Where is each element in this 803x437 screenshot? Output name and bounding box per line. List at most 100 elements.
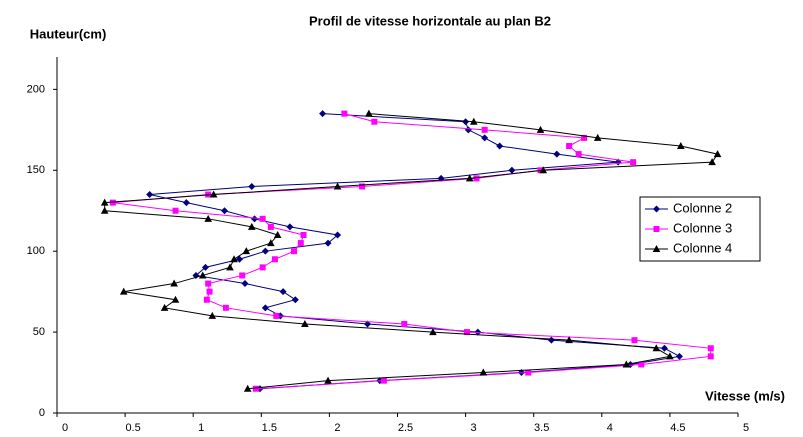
y-axis-label: Hauteur(cm) <box>30 26 107 41</box>
point <box>479 368 488 376</box>
point <box>170 279 178 287</box>
point <box>539 166 548 174</box>
point <box>273 231 282 238</box>
point <box>198 271 207 279</box>
x-tick-label: 2 <box>334 422 340 434</box>
point <box>365 109 373 117</box>
point <box>429 328 437 336</box>
point <box>297 240 304 247</box>
point <box>474 328 482 336</box>
x-tick-label: 2.5 <box>398 422 413 434</box>
point <box>109 199 116 206</box>
point <box>676 142 685 149</box>
point <box>119 287 128 295</box>
x-tick-label: 3 <box>471 422 477 434</box>
x-tick-label: 4.5 <box>670 422 685 434</box>
point <box>100 198 109 206</box>
point <box>638 361 645 368</box>
point <box>334 231 342 239</box>
point <box>241 280 249 288</box>
point <box>172 207 179 214</box>
point <box>622 360 631 368</box>
point <box>675 352 683 360</box>
point <box>465 174 474 182</box>
point <box>261 304 269 312</box>
point <box>171 295 180 303</box>
point <box>290 248 297 255</box>
point <box>553 150 561 158</box>
point <box>593 133 602 141</box>
series-line <box>112 113 712 390</box>
point <box>464 126 472 134</box>
point <box>146 191 154 199</box>
point <box>160 303 169 311</box>
point <box>324 239 332 247</box>
x-tick-label: 1 <box>198 422 204 434</box>
point <box>508 166 516 174</box>
point <box>565 336 573 344</box>
point <box>209 190 218 198</box>
point <box>380 377 387 384</box>
point <box>252 385 259 392</box>
point <box>182 199 190 207</box>
point <box>236 255 244 263</box>
x-tick-label: 3.5 <box>534 422 549 434</box>
x-tick-label: 0 <box>62 422 68 434</box>
legend-marker <box>653 226 660 232</box>
point <box>462 118 470 126</box>
point <box>566 143 573 149</box>
series-line <box>104 113 719 390</box>
point <box>652 344 661 352</box>
point <box>581 134 588 141</box>
point <box>707 345 714 352</box>
point <box>203 296 210 303</box>
x-tick-label: 5 <box>743 422 749 434</box>
x-tick-label: 0.5 <box>125 422 140 434</box>
point <box>371 118 378 125</box>
point <box>250 215 258 223</box>
legend-label: Colonne 3 <box>673 220 732 235</box>
point <box>208 311 217 319</box>
point <box>279 288 287 296</box>
point <box>481 126 488 133</box>
point <box>547 336 555 344</box>
y-tick-label: 150 <box>27 164 45 176</box>
point <box>630 159 637 166</box>
point <box>248 182 256 190</box>
x-tick-label: 4 <box>607 422 613 434</box>
point <box>536 125 545 133</box>
point <box>525 369 532 376</box>
legend-label: Colonne 4 <box>673 240 732 255</box>
point <box>221 207 229 215</box>
point <box>271 256 278 263</box>
point <box>243 384 252 392</box>
point <box>301 320 309 327</box>
point <box>401 321 408 327</box>
point <box>463 329 470 336</box>
point <box>496 142 504 150</box>
point <box>222 304 229 311</box>
point <box>666 352 674 360</box>
point <box>341 110 348 117</box>
point <box>206 288 213 295</box>
legend-marker <box>652 245 661 252</box>
x-tick-label: 1.5 <box>262 422 277 434</box>
point <box>267 239 275 247</box>
point <box>239 272 246 279</box>
point <box>575 151 582 158</box>
point <box>469 117 478 125</box>
y-tick-label: 0 <box>39 407 45 419</box>
point <box>230 255 238 263</box>
point <box>261 247 269 255</box>
point <box>247 222 256 230</box>
point <box>707 353 714 360</box>
point <box>708 158 716 166</box>
point <box>201 263 209 271</box>
point <box>267 223 274 230</box>
point <box>473 175 480 182</box>
point <box>100 206 109 214</box>
point <box>273 312 280 319</box>
y-tick-label: 100 <box>27 245 45 257</box>
legend-marker <box>653 205 660 213</box>
